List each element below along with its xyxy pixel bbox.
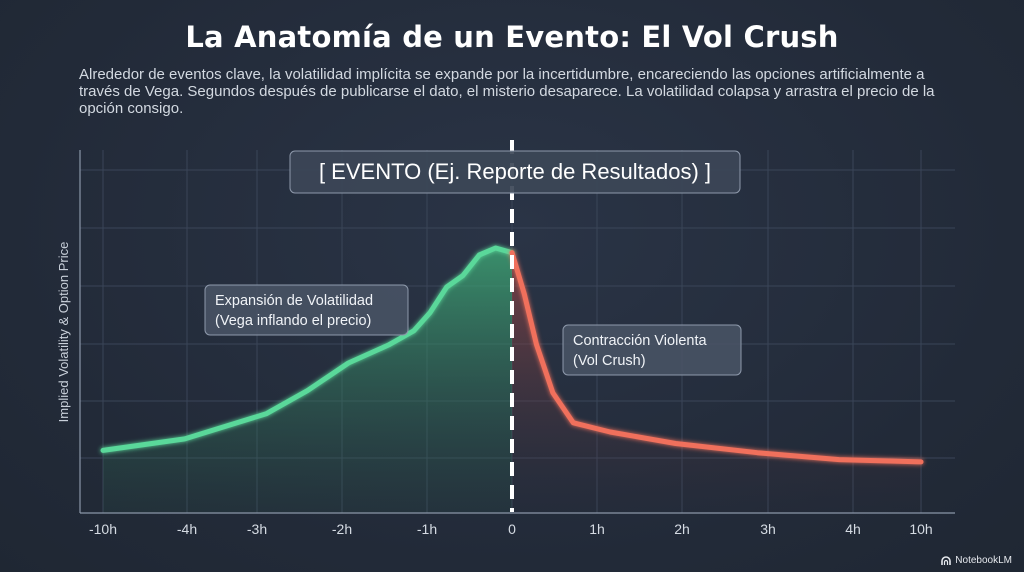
chart-axes xyxy=(79,150,955,514)
x-tick-label: 10h xyxy=(909,521,932,537)
chart-series-lines xyxy=(100,245,924,465)
x-tick-label: 2h xyxy=(674,521,690,537)
event-label: [ EVENTO (Ej. Reporte de Resultados) ] xyxy=(319,159,711,184)
notebooklm-watermark: NotebookLM xyxy=(941,555,1012,566)
annotation-text: (Vega inflando el precio) xyxy=(215,313,371,329)
series-area-0 xyxy=(103,248,512,513)
event-marker-group: [ EVENTO (Ej. Reporte de Resultados) ] xyxy=(289,140,741,512)
series-area-1 xyxy=(512,252,921,513)
x-tick-label: 4h xyxy=(845,521,861,537)
page-subtitle: Alrededor de eventos clave, la volatilid… xyxy=(79,66,935,117)
y-axis-label: Implied Volatility & Option Price xyxy=(56,242,71,423)
chart-annotations: Expansión de Volatilidad (Vega inflando e… xyxy=(204,284,742,376)
page-title: La Anatomía de un Evento: El Vol Crush xyxy=(185,20,839,54)
annotation-text: Expansión de Volatilidad xyxy=(215,293,373,309)
series-line-1 xyxy=(509,250,924,465)
x-tick-label: -2h xyxy=(332,521,352,537)
x-tick-label: 3h xyxy=(760,521,776,537)
x-tick-label: 0 xyxy=(508,521,516,537)
notebooklm-logo-icon xyxy=(941,555,952,565)
watermark-text: NotebookLM xyxy=(955,555,1012,566)
x-tick-label: -4h xyxy=(177,521,197,537)
annotation-box xyxy=(204,284,409,336)
event-label-box xyxy=(289,150,741,194)
x-tick-label: 1h xyxy=(589,521,605,537)
chart-areas xyxy=(103,248,921,513)
annotation-text: Contracción Violenta xyxy=(573,333,707,349)
x-tick-label: -1h xyxy=(417,521,437,537)
annotation-text: (Vol Crush) xyxy=(573,353,646,369)
x-tick-labels: -10h -4h -3h -2h -1h 0 1h 2h 3h 4h 10h xyxy=(89,521,933,537)
annotation-box xyxy=(562,324,742,376)
x-tick-label: -10h xyxy=(89,521,117,537)
x-tick-label: -3h xyxy=(247,521,267,537)
